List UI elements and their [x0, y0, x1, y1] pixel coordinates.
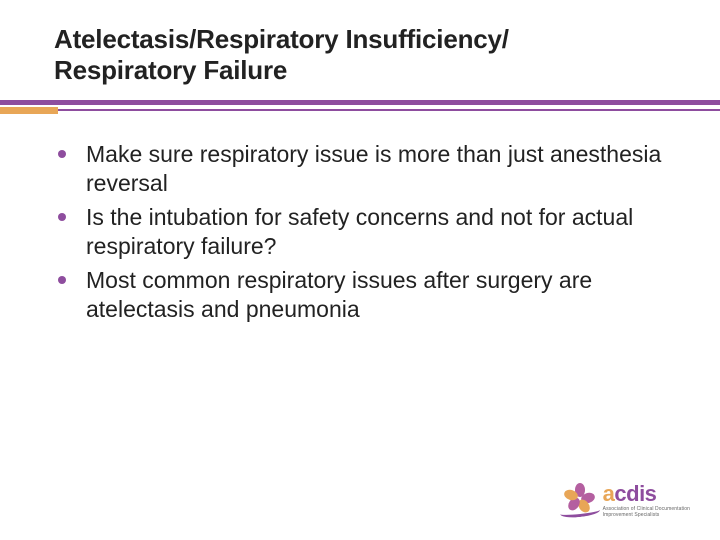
title-separator [0, 100, 720, 111]
logo-mark-icon [563, 483, 597, 517]
list-item: Most common respiratory issues after sur… [52, 266, 670, 325]
bullet-text: Make sure respiratory issue is more than… [86, 141, 661, 196]
logo-text: acdis Association of Clinical Documentat… [603, 481, 690, 518]
slide-title: Atelectasis/Respiratory Insufficiency/ R… [54, 24, 680, 85]
logo-word-part1: a [603, 481, 615, 506]
separator-thick-line [0, 100, 720, 105]
logo-subtitle-2: Improvement Specialists [603, 513, 690, 519]
logo-word-part2: cdis [614, 481, 656, 506]
bullet-list: Make sure respiratory issue is more than… [52, 140, 670, 325]
bullet-dot-icon [58, 150, 66, 158]
bullet-text: Is the intubation for safety concerns an… [86, 204, 633, 259]
title-line-2: Respiratory Failure [54, 55, 680, 86]
bullet-dot-icon [58, 213, 66, 221]
slide: Atelectasis/Respiratory Insufficiency/ R… [0, 0, 720, 540]
bullet-dot-icon [58, 276, 66, 284]
list-item: Make sure respiratory issue is more than… [52, 140, 670, 199]
acdis-logo: acdis Association of Clinical Documentat… [563, 481, 690, 518]
separator-accent-block [0, 107, 58, 114]
title-line-1: Atelectasis/Respiratory Insufficiency/ [54, 24, 680, 55]
list-item: Is the intubation for safety concerns an… [52, 203, 670, 262]
bullet-text: Most common respiratory issues after sur… [86, 267, 592, 322]
logo-wordmark: acdis [603, 481, 690, 507]
separator-thin-line [0, 109, 720, 111]
body-content: Make sure respiratory issue is more than… [52, 140, 670, 329]
logo-swoosh-icon [559, 504, 600, 518]
